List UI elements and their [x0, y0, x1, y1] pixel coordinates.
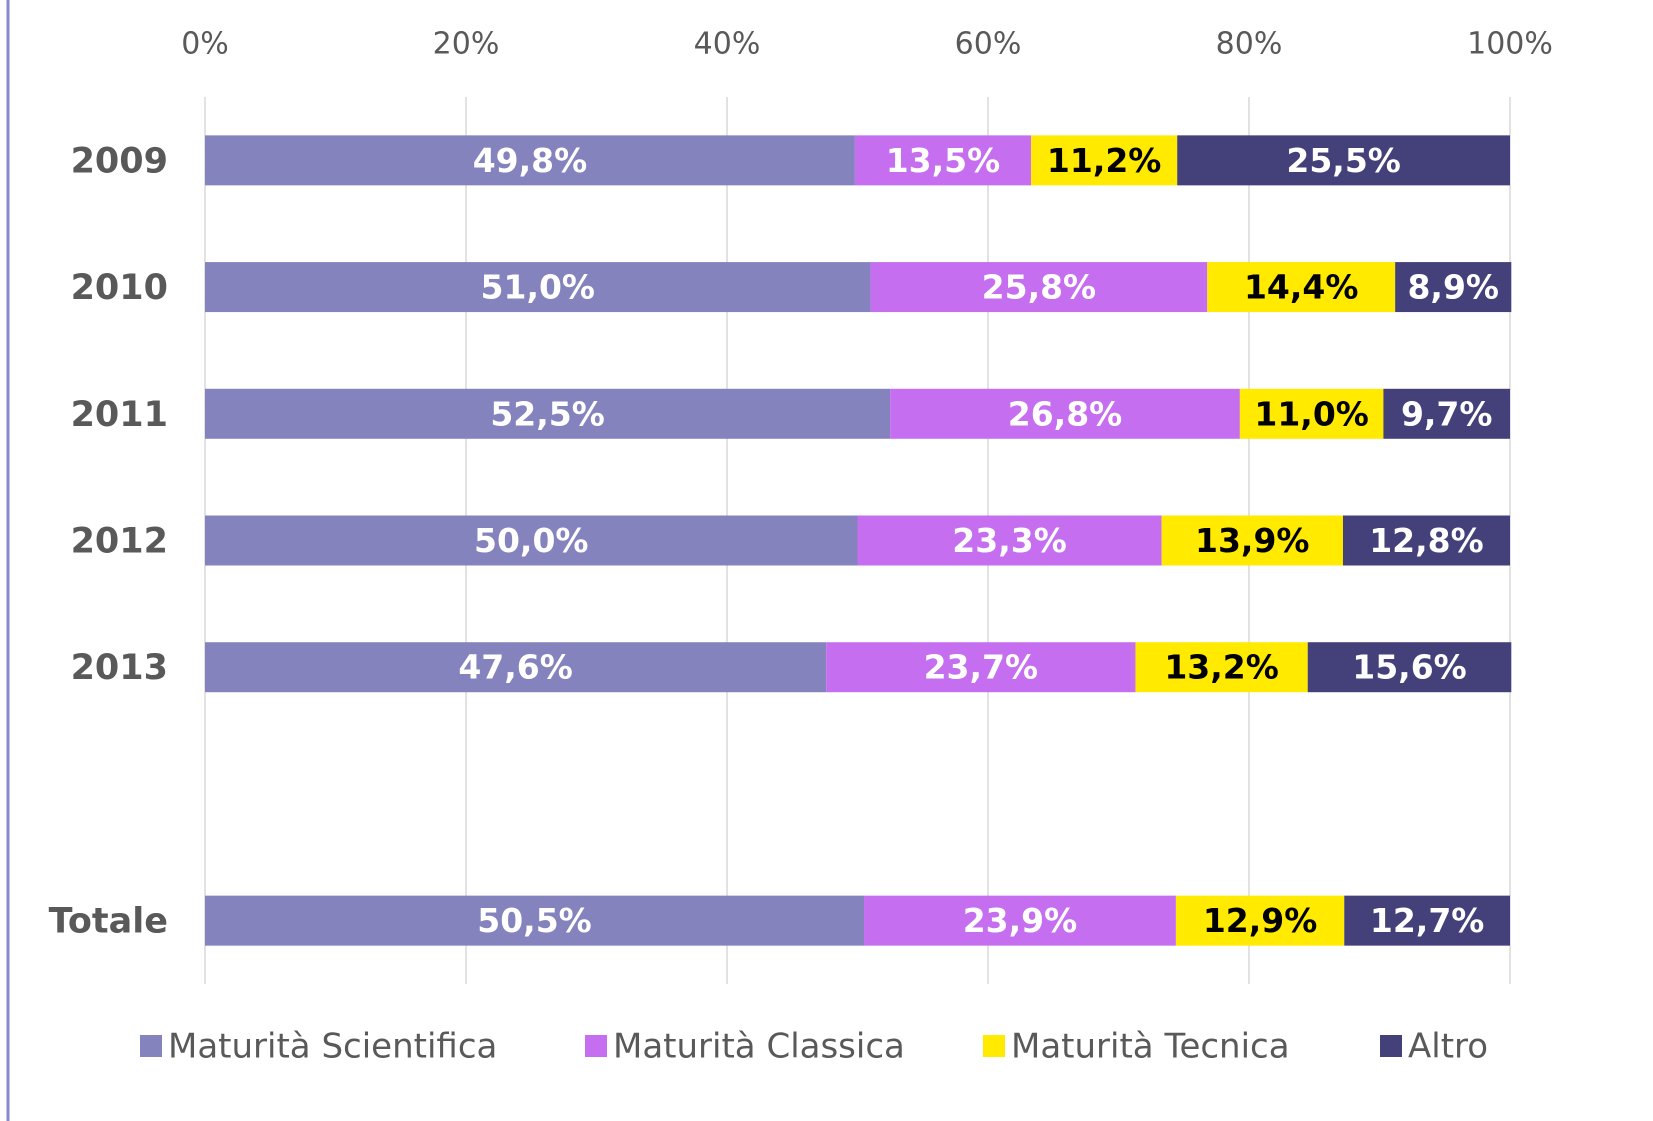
- bar-segment: [1135, 642, 1308, 693]
- data-label: 49,8%: [473, 141, 588, 180]
- bar-segment: [205, 388, 891, 439]
- x-tick-label: 20%: [433, 27, 500, 62]
- y-tick-label: Totale: [49, 902, 168, 942]
- y-tick-label: 2013: [71, 648, 168, 688]
- data-label: 8,9%: [1407, 268, 1499, 307]
- data-label: 50,0%: [474, 521, 589, 560]
- x-tick-label: 100%: [1467, 27, 1553, 62]
- data-label: 11,0%: [1254, 394, 1369, 433]
- data-label: 23,3%: [952, 521, 1067, 560]
- data-label: 9,7%: [1401, 394, 1493, 433]
- legend-label: Maturità Classica: [613, 1027, 905, 1067]
- bar-segment: [1383, 388, 1510, 439]
- bar-segment: [1031, 135, 1178, 186]
- data-label: 12,9%: [1203, 901, 1318, 940]
- data-label: 13,5%: [886, 141, 1001, 180]
- data-label: 25,8%: [982, 268, 1097, 307]
- data-label: 12,8%: [1369, 521, 1484, 560]
- legend-swatch: [140, 1035, 162, 1057]
- data-label: 13,2%: [1164, 648, 1279, 687]
- data-label: 23,9%: [963, 901, 1078, 940]
- legend-swatch: [585, 1035, 607, 1057]
- data-label: 50,5%: [477, 901, 592, 940]
- bar-segment: [890, 388, 1240, 439]
- data-label: 52,5%: [490, 394, 605, 433]
- bar-segment: [1344, 895, 1510, 946]
- data-label: 13,9%: [1195, 521, 1310, 560]
- bar-segment: [1177, 135, 1510, 186]
- bar-segment: [870, 262, 1208, 313]
- bar-segment: [205, 515, 858, 566]
- bar-segment: [205, 135, 855, 186]
- data-label: 51,0%: [481, 268, 596, 307]
- bar-segment: [205, 895, 865, 946]
- data-label: 26,8%: [1008, 394, 1123, 433]
- bar-segment: [1207, 262, 1396, 313]
- y-tick-label: 2010: [71, 268, 168, 308]
- bar-segment: [205, 262, 871, 313]
- bar-segment: [854, 135, 1032, 186]
- bar-segment: [1161, 515, 1343, 566]
- bar-segment: [826, 642, 1136, 693]
- bar-segment: [864, 895, 1176, 946]
- legend-label: Maturità Scientifica: [168, 1027, 497, 1067]
- bar-segment: [1175, 895, 1345, 946]
- bar-segment: [1395, 262, 1512, 313]
- x-tick-label: 40%: [694, 27, 761, 62]
- data-label: 23,7%: [924, 648, 1039, 687]
- legend-swatch: [1380, 1035, 1402, 1057]
- bar-segment: [1239, 388, 1384, 439]
- legend-label: Maturità Tecnica: [1011, 1027, 1290, 1067]
- y-tick-label: 2012: [71, 522, 168, 562]
- x-tick-label: 60%: [955, 27, 1022, 62]
- data-label: 15,6%: [1352, 648, 1467, 687]
- legend-label: Altro: [1408, 1027, 1488, 1067]
- legend-swatch: [983, 1035, 1005, 1057]
- y-tick-label: 2011: [71, 395, 168, 435]
- y-tick-label: 2009: [71, 141, 168, 181]
- bar-segment: [1307, 642, 1512, 693]
- bar-segment: [1342, 515, 1510, 566]
- bar-segment: [857, 515, 1162, 566]
- x-tick-label: 80%: [1216, 27, 1283, 62]
- data-label: 14,4%: [1244, 268, 1359, 307]
- data-label: 25,5%: [1286, 141, 1401, 180]
- data-label: 47,6%: [458, 648, 573, 687]
- data-label: 12,7%: [1370, 901, 1485, 940]
- x-tick-label: 0%: [181, 27, 229, 62]
- data-label: 11,2%: [1047, 141, 1162, 180]
- bar-segment: [205, 642, 827, 693]
